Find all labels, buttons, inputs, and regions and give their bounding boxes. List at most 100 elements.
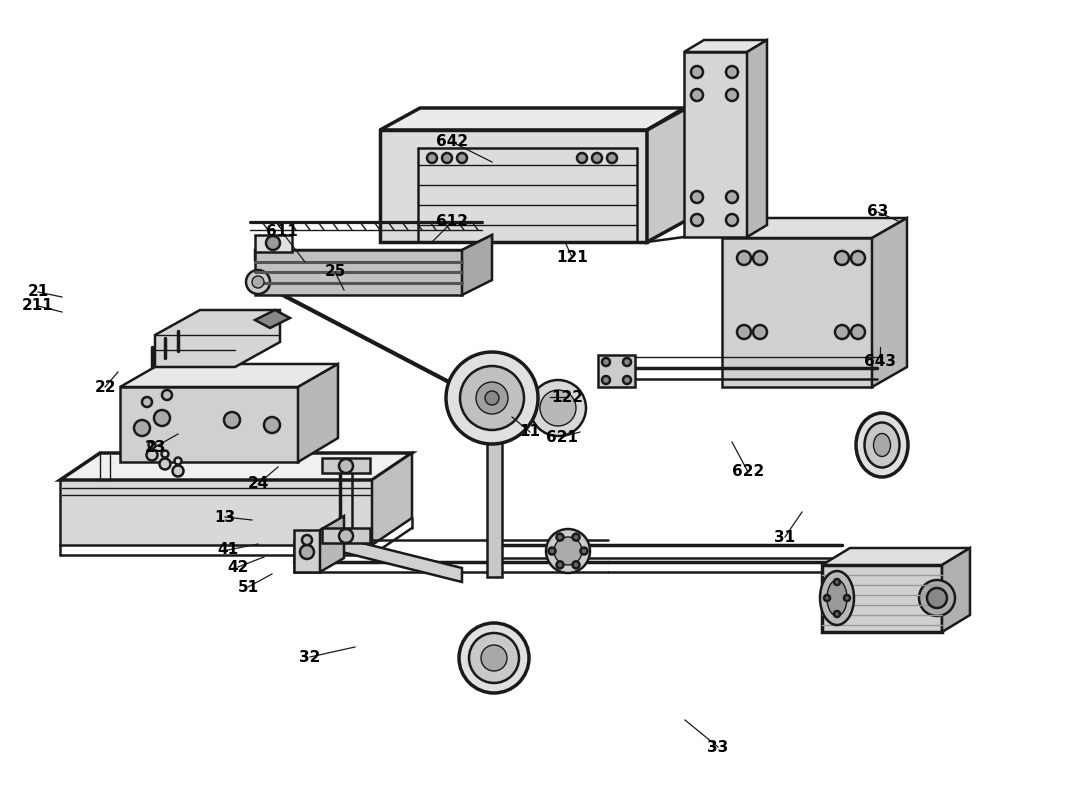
Circle shape	[339, 459, 353, 473]
Polygon shape	[342, 538, 462, 582]
Text: 621: 621	[546, 430, 578, 444]
Circle shape	[134, 420, 150, 436]
Polygon shape	[723, 218, 907, 238]
Text: 13: 13	[215, 509, 235, 525]
Circle shape	[851, 251, 865, 265]
Circle shape	[851, 325, 865, 339]
Polygon shape	[120, 387, 298, 462]
Text: 42: 42	[227, 560, 248, 574]
Ellipse shape	[864, 423, 900, 468]
Circle shape	[835, 251, 849, 265]
Polygon shape	[723, 238, 872, 387]
Ellipse shape	[252, 276, 264, 288]
Text: 25: 25	[324, 265, 346, 280]
Circle shape	[154, 410, 170, 426]
Circle shape	[457, 153, 467, 163]
Circle shape	[581, 548, 588, 554]
Circle shape	[224, 412, 240, 428]
Polygon shape	[822, 548, 970, 565]
Polygon shape	[255, 235, 492, 260]
Circle shape	[824, 595, 831, 601]
Ellipse shape	[820, 571, 854, 625]
Polygon shape	[255, 310, 291, 328]
Polygon shape	[380, 108, 687, 130]
Polygon shape	[462, 235, 492, 295]
Text: 41: 41	[217, 542, 239, 557]
Text: 643: 643	[864, 354, 896, 370]
Circle shape	[834, 611, 840, 617]
Circle shape	[572, 561, 580, 569]
Circle shape	[753, 251, 767, 265]
Polygon shape	[255, 235, 292, 252]
Polygon shape	[255, 250, 462, 295]
Circle shape	[549, 548, 555, 554]
Circle shape	[427, 153, 437, 163]
Circle shape	[835, 325, 849, 339]
Circle shape	[927, 588, 947, 608]
Polygon shape	[487, 440, 502, 577]
Polygon shape	[322, 528, 370, 543]
Polygon shape	[942, 548, 970, 632]
Text: 642: 642	[436, 135, 468, 149]
Circle shape	[753, 325, 767, 339]
Text: 121: 121	[556, 249, 588, 265]
Circle shape	[737, 251, 751, 265]
Text: 23: 23	[145, 439, 165, 455]
Ellipse shape	[246, 270, 270, 294]
Polygon shape	[294, 530, 320, 572]
Ellipse shape	[446, 352, 538, 444]
Circle shape	[302, 535, 312, 545]
Polygon shape	[120, 364, 338, 387]
Ellipse shape	[469, 633, 519, 683]
Circle shape	[162, 390, 172, 400]
Ellipse shape	[827, 580, 847, 616]
Polygon shape	[60, 453, 411, 480]
Polygon shape	[822, 565, 942, 632]
Circle shape	[691, 214, 703, 226]
Circle shape	[607, 153, 617, 163]
Polygon shape	[320, 516, 345, 572]
Text: 11: 11	[519, 424, 540, 439]
Circle shape	[339, 529, 353, 543]
Text: 122: 122	[551, 390, 583, 404]
Ellipse shape	[874, 434, 891, 456]
Ellipse shape	[546, 529, 590, 573]
Circle shape	[726, 66, 738, 78]
Circle shape	[572, 533, 580, 541]
Circle shape	[726, 191, 738, 203]
Text: 31: 31	[774, 529, 796, 545]
Circle shape	[919, 580, 955, 616]
Circle shape	[442, 153, 453, 163]
Text: 611: 611	[266, 225, 298, 240]
Circle shape	[602, 358, 610, 366]
Circle shape	[592, 153, 602, 163]
Ellipse shape	[540, 390, 576, 426]
Polygon shape	[872, 218, 907, 387]
Circle shape	[556, 533, 564, 541]
Polygon shape	[684, 40, 767, 52]
Polygon shape	[298, 364, 338, 462]
Circle shape	[264, 417, 280, 433]
Circle shape	[726, 89, 738, 101]
Circle shape	[173, 465, 184, 476]
Text: 33: 33	[707, 739, 729, 755]
Polygon shape	[322, 458, 370, 473]
Circle shape	[843, 595, 850, 601]
Circle shape	[162, 451, 168, 457]
Polygon shape	[380, 130, 647, 242]
Text: 622: 622	[732, 464, 765, 480]
Polygon shape	[60, 480, 372, 545]
Ellipse shape	[485, 391, 499, 405]
Circle shape	[602, 376, 610, 384]
Circle shape	[266, 236, 280, 250]
Circle shape	[141, 397, 152, 407]
Circle shape	[737, 325, 751, 339]
Text: 211: 211	[22, 298, 54, 314]
Text: 612: 612	[436, 214, 468, 229]
Circle shape	[834, 579, 840, 585]
Circle shape	[726, 214, 738, 226]
Ellipse shape	[460, 366, 524, 430]
Circle shape	[623, 376, 631, 384]
Circle shape	[577, 153, 588, 163]
Circle shape	[623, 358, 631, 366]
